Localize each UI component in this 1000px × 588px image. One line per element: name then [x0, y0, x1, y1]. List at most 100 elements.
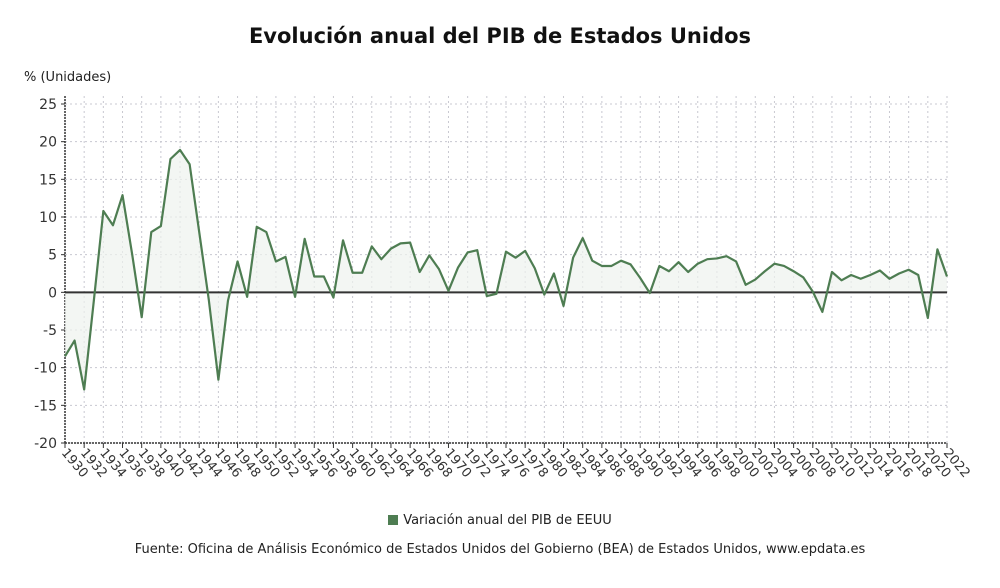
y-tick-label: -10 — [34, 361, 57, 377]
series-line — [64, 148, 949, 391]
y-tick-label: -15 — [34, 398, 57, 414]
data-point — [428, 254, 430, 256]
y-tick-label: 20 — [39, 135, 57, 151]
y-tick-label: -20 — [34, 436, 57, 452]
data-point — [946, 276, 948, 278]
y-tick-label: 10 — [39, 210, 57, 226]
data-point — [64, 355, 66, 357]
data-point — [706, 258, 708, 260]
y-tick-label: 15 — [39, 172, 57, 188]
data-point — [649, 292, 651, 294]
data-point — [342, 239, 344, 241]
legend: Variación anual del PIB de EEUU — [0, 513, 1000, 528]
data-point — [208, 299, 210, 301]
data-point — [898, 273, 900, 275]
data-point — [908, 269, 910, 271]
data-point — [265, 231, 267, 233]
data-point — [505, 251, 507, 253]
data-point — [160, 225, 162, 227]
legend-label: Variación anual del PIB de EEUU — [403, 513, 612, 528]
data-point — [841, 279, 843, 281]
y-tick-label: 5 — [48, 248, 57, 264]
data-point — [189, 163, 191, 165]
y-tick-label: 25 — [39, 97, 57, 113]
data-point — [447, 290, 449, 292]
data-point — [697, 263, 699, 265]
data-point — [141, 316, 143, 318]
data-point — [150, 231, 152, 233]
data-point — [687, 271, 689, 273]
series-area — [65, 149, 947, 390]
data-point — [754, 279, 756, 281]
data-point — [735, 260, 737, 262]
legend-swatch — [388, 515, 399, 525]
data-point — [122, 194, 124, 196]
data-point — [409, 242, 411, 244]
data-point — [716, 257, 718, 259]
data-point — [630, 263, 632, 265]
y-axis-label: % (Unidades) — [24, 70, 112, 85]
data-point — [745, 284, 747, 286]
data-point — [438, 268, 440, 270]
data-point — [323, 276, 325, 278]
data-point — [678, 261, 680, 263]
data-point — [726, 255, 728, 257]
data-point — [102, 210, 104, 212]
data-point — [515, 257, 517, 259]
data-point — [869, 274, 871, 276]
data-point — [821, 311, 823, 313]
data-point — [553, 273, 555, 275]
data-point — [285, 256, 287, 258]
data-point — [764, 270, 766, 272]
data-point — [467, 251, 469, 253]
data-point — [352, 272, 354, 274]
data-point — [802, 276, 804, 278]
data-point — [419, 271, 421, 273]
data-point — [793, 270, 795, 272]
data-point — [332, 297, 334, 299]
data-point — [534, 267, 536, 269]
data-point — [639, 277, 641, 279]
data-point — [601, 265, 603, 267]
data-point — [572, 257, 574, 259]
data-point — [610, 265, 612, 267]
data-point — [361, 272, 363, 274]
data-point — [773, 263, 775, 265]
data-point — [524, 250, 526, 252]
data-point — [783, 265, 785, 267]
source-note: Fuente: Oficina de Análisis Económico de… — [134, 542, 866, 557]
data-point — [227, 300, 229, 302]
data-point — [936, 248, 938, 250]
data-point — [237, 260, 239, 262]
data-point — [83, 389, 85, 391]
data-point — [304, 238, 306, 240]
data-point — [275, 260, 277, 262]
y-tick-label: 0 — [48, 285, 57, 301]
data-point — [198, 231, 200, 233]
line-chart: 2520151050-5-10-15-201930193219341936193… — [34, 96, 973, 481]
data-point — [131, 253, 133, 255]
data-point — [457, 266, 459, 268]
data-point — [390, 248, 392, 250]
data-point — [879, 269, 881, 271]
data-point — [476, 249, 478, 251]
data-point — [495, 293, 497, 295]
data-point — [812, 291, 814, 293]
data-point — [371, 245, 373, 247]
data-point — [313, 276, 315, 278]
data-point — [582, 237, 584, 239]
data-point — [179, 149, 181, 151]
data-point — [112, 224, 114, 226]
data-point — [591, 260, 593, 262]
data-point — [294, 296, 296, 298]
data-point — [400, 242, 402, 244]
data-point — [888, 278, 890, 280]
data-point — [380, 258, 382, 260]
data-point — [486, 295, 488, 297]
data-point — [850, 274, 852, 276]
data-point — [74, 340, 76, 342]
data-point — [917, 274, 919, 276]
data-point — [831, 271, 833, 273]
y-tick-label: -5 — [43, 323, 57, 339]
data-point — [620, 260, 622, 262]
